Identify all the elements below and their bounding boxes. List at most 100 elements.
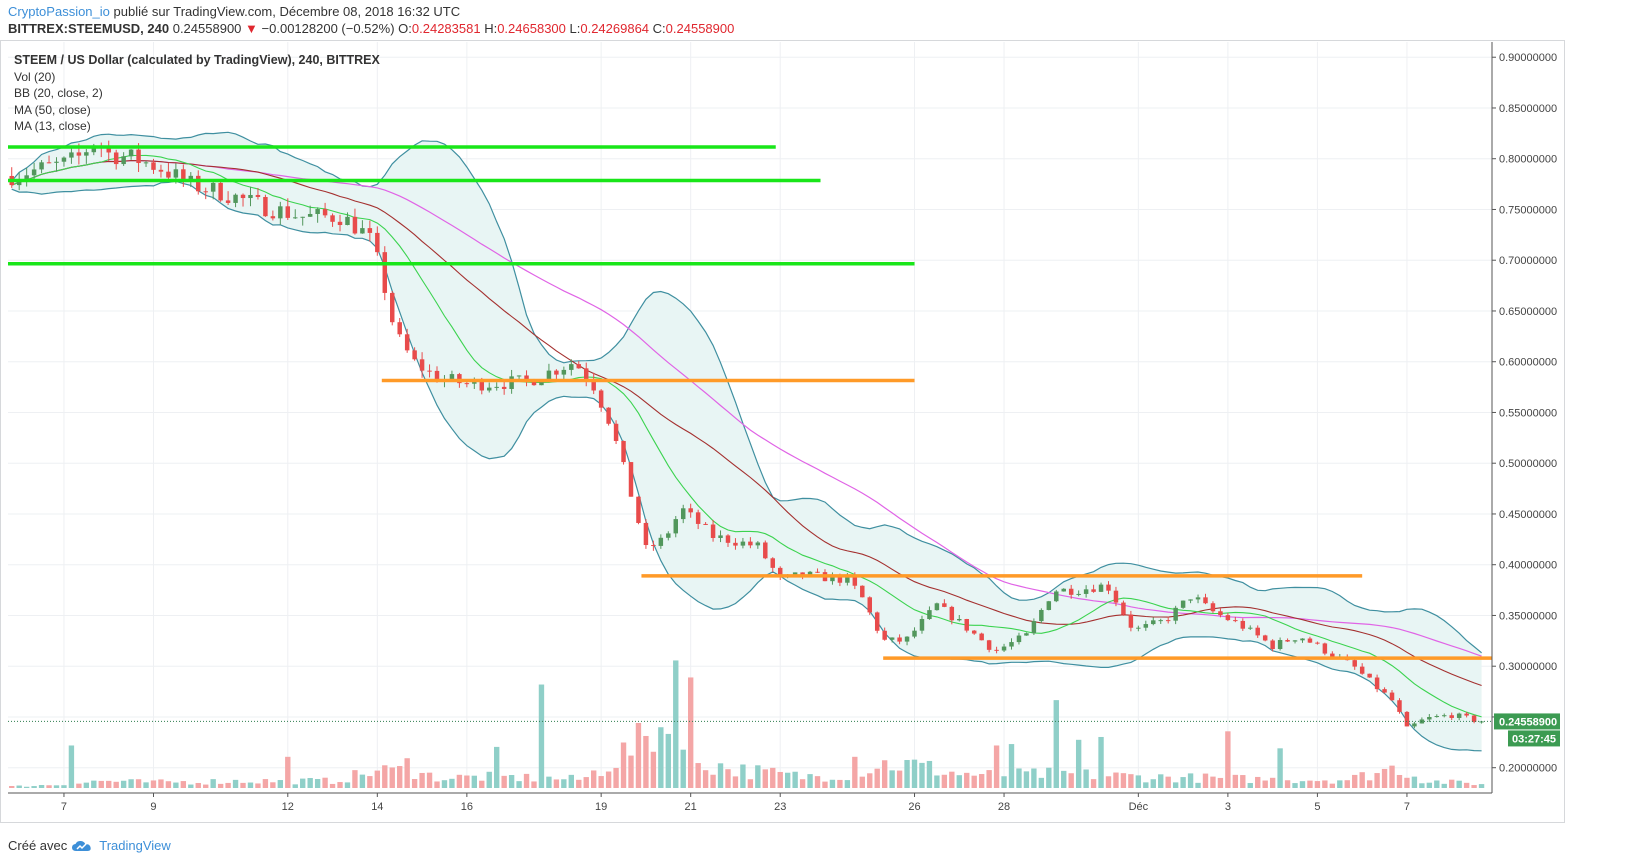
- time-tick-label: 28: [998, 801, 1010, 813]
- candle-body: [255, 194, 261, 197]
- candle-body: [24, 175, 29, 180]
- candle-body: [837, 575, 843, 583]
- volume-bar: [1210, 776, 1216, 788]
- candle-body: [322, 209, 328, 216]
- volume-bar: [150, 780, 157, 788]
- volume-bar: [665, 733, 671, 788]
- candle-body: [367, 228, 373, 233]
- legend-ma50[interactable]: MA (50, close): [14, 102, 91, 117]
- legend-volume[interactable]: Vol (20): [14, 69, 56, 84]
- volume-bar: [285, 756, 291, 788]
- volume-bar: [964, 772, 970, 788]
- created-with-text: Créé avec: [8, 838, 68, 853]
- ma-basis-line: [11, 160, 1482, 687]
- volume-bar: [1262, 780, 1268, 788]
- candle-body: [695, 512, 701, 524]
- volume-bar: [993, 745, 1000, 788]
- volume-bar: [717, 763, 724, 788]
- candle-body: [143, 162, 149, 164]
- candle-body: [994, 649, 999, 651]
- candle-body: [777, 567, 783, 577]
- candle-body: [151, 162, 156, 170]
- volume-bar: [919, 762, 925, 788]
- candle-body: [651, 545, 656, 547]
- candle-body: [1016, 635, 1022, 643]
- price-tick-label: 0.85000000: [1499, 103, 1557, 115]
- volume-bar: [1344, 780, 1350, 788]
- candle-body: [874, 612, 880, 631]
- candle-body: [688, 508, 693, 513]
- candle-body: [1449, 715, 1454, 718]
- candle-body: [509, 376, 514, 389]
- candle-body: [54, 161, 59, 163]
- volume-bar: [68, 745, 75, 788]
- tradingview-link[interactable]: TradingView: [99, 838, 171, 853]
- legend-bollinger[interactable]: BB (20, close, 2): [14, 86, 103, 100]
- candle-body: [225, 200, 231, 203]
- volume-bar: [658, 727, 664, 788]
- price-tick-label: 0.70000000: [1499, 255, 1557, 267]
- candle-body: [1382, 689, 1387, 693]
- price-change: −0.00128200 (−0.52%): [261, 21, 395, 36]
- last-price: 0.24558900: [172, 21, 242, 36]
- candle-body: [636, 496, 641, 523]
- price-tick-label: 0.55000000: [1499, 407, 1557, 419]
- volume-bar: [1404, 777, 1410, 788]
- volume-bar: [874, 768, 880, 788]
- volume-bar: [687, 677, 694, 788]
- candle-body: [763, 542, 768, 559]
- candle-body: [293, 217, 298, 219]
- author-link[interactable]: CryptoPassion_io: [8, 4, 110, 19]
- candle-body: [658, 537, 664, 546]
- volume-bar: [568, 774, 574, 788]
- candle-body: [703, 523, 708, 525]
- candle-body: [1300, 638, 1305, 641]
- candle-body: [1255, 627, 1260, 636]
- candle-body: [1397, 700, 1402, 712]
- candle-body: [949, 606, 955, 621]
- candle-body: [1442, 715, 1447, 717]
- volume-bar: [367, 776, 373, 788]
- volume-bar: [344, 782, 351, 788]
- candle-body: [457, 374, 462, 384]
- candle-body: [1180, 600, 1186, 608]
- volume-bar: [1038, 777, 1045, 788]
- volume-bar: [1090, 779, 1097, 788]
- candle-body: [725, 535, 731, 543]
- candle-body: [852, 575, 858, 586]
- volume-bar: [628, 755, 634, 788]
- candle-body: [1061, 588, 1066, 592]
- volume-bar: [1232, 774, 1239, 788]
- candle-body: [1479, 721, 1484, 723]
- price-chart[interactable]: 0.90000000 0.85000000 0.80000000 0.75000000…: [0, 40, 1627, 830]
- candle-body: [569, 364, 574, 370]
- volume-bar: [1456, 780, 1462, 788]
- volume-bar: [76, 783, 82, 788]
- symbol-label: BITTREX:STEEMUSD, 240: [8, 21, 170, 36]
- candle-body: [434, 370, 440, 382]
- volume-bar: [352, 770, 358, 788]
- volume-bar: [837, 779, 843, 788]
- candle-body: [964, 619, 969, 631]
- volume-bar: [1292, 783, 1298, 788]
- volume-bar: [382, 765, 388, 788]
- candle-body: [1471, 715, 1477, 722]
- open-value: 0.24283581: [411, 21, 481, 36]
- candle-body: [770, 558, 775, 568]
- legend-ma13[interactable]: MA (13, close): [14, 119, 91, 133]
- candle-body: [69, 152, 74, 158]
- volume-bar: [479, 780, 485, 788]
- volume-bar: [881, 760, 888, 788]
- volume-bar: [755, 765, 761, 788]
- volume-bar: [314, 779, 321, 788]
- countdown-tag: [1508, 730, 1560, 747]
- volume-bar: [1031, 768, 1037, 788]
- price-tick-label: 0.75000000: [1499, 204, 1557, 216]
- volume-bar: [1381, 768, 1388, 788]
- down-arrow-icon: ▼: [245, 21, 258, 36]
- volume-bar: [1120, 773, 1127, 788]
- volume-bar: [307, 777, 313, 788]
- volume-bar: [1463, 782, 1470, 788]
- volume-bar: [583, 777, 589, 788]
- candle-body: [501, 386, 507, 389]
